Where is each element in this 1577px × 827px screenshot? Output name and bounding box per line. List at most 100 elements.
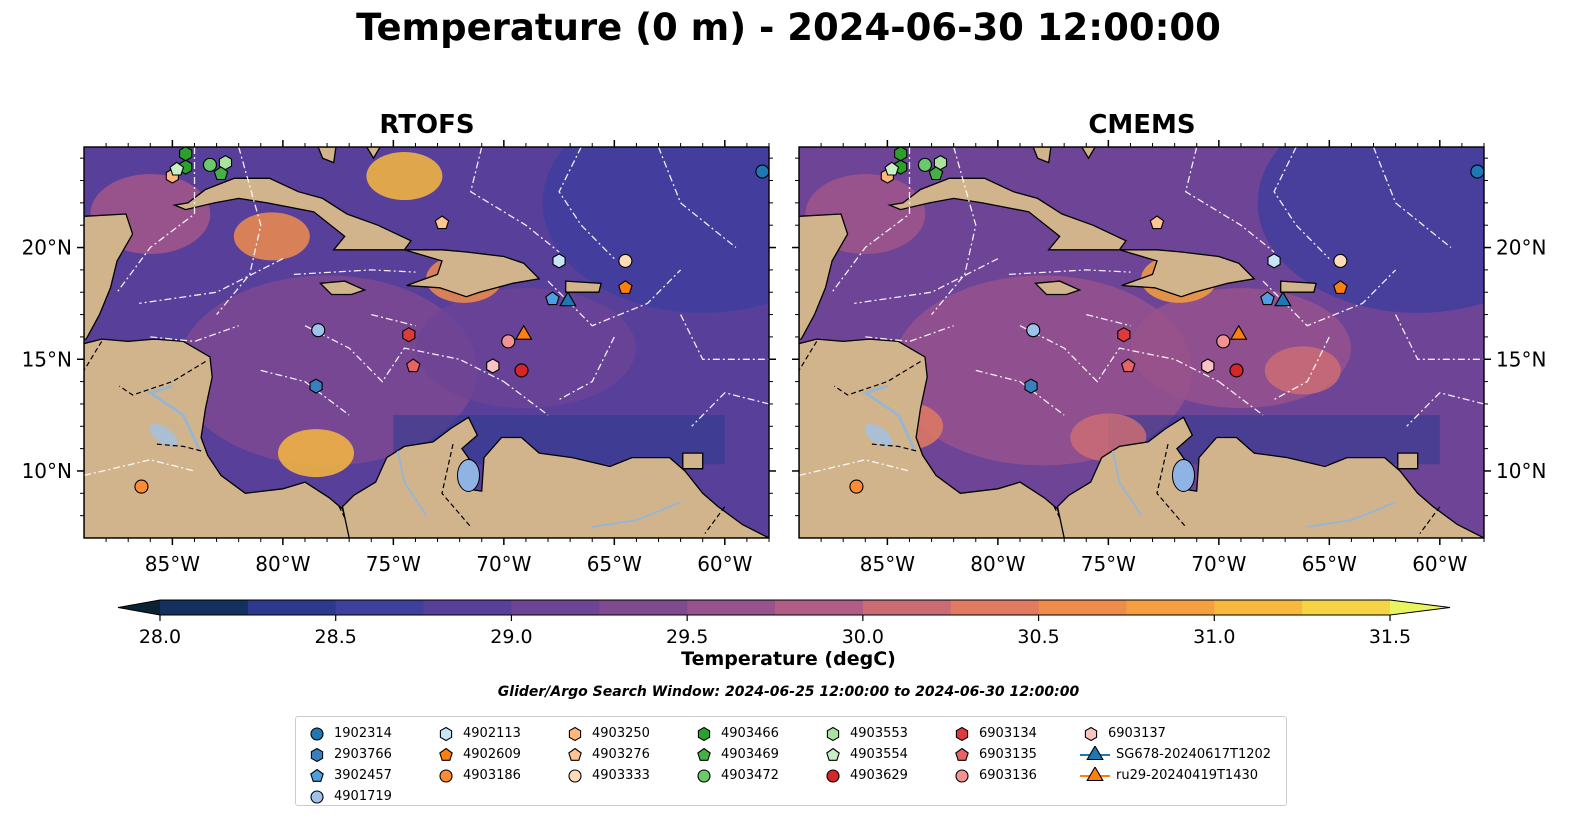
search-window-text: Glider/Argo Search Window: 2024-06-25 12… (497, 684, 1080, 700)
legend-item: 6903135 (951, 744, 1037, 765)
lon-tick-label: 70°W (1191, 552, 1246, 576)
float-4903466 (179, 147, 193, 162)
legend-item: 4903472 (693, 765, 779, 786)
colorbar-extend-max (1390, 600, 1450, 615)
colorbar: 28.0 28.5 29.0 29.5 30.0 30.5 31.0 31.5 (117, 599, 1451, 648)
land-bahamas2 (366, 147, 381, 160)
lon-tick-label: 80°W (970, 552, 1025, 576)
legend-item: 6903136 (951, 765, 1037, 786)
legend-item: 1902314 (306, 723, 392, 744)
glider-ru29-20240419T1430 (514, 324, 533, 340)
eez-boundary (1372, 147, 1452, 249)
lake-nicaragua (149, 423, 178, 447)
colorbar-segment (160, 600, 249, 615)
warm-spot (1264, 346, 1341, 395)
float-6903134 (402, 327, 416, 343)
legend-marker-hexagon-icon (826, 726, 840, 741)
legend-item: 4903276 (564, 744, 650, 765)
legend-column: 6903134 6903135 6903136 (951, 723, 1037, 786)
float-4901719 (311, 323, 326, 338)
float-1902314 (755, 164, 769, 179)
map-frame (798, 146, 1485, 539)
float-4903553 (933, 154, 948, 171)
legend-label: 4903472 (721, 768, 779, 783)
eez-boundary (1008, 269, 1131, 276)
eez-boundary (691, 392, 769, 427)
legend-label: 4903469 (721, 747, 779, 762)
lake-maracaibo (456, 458, 480, 492)
float-6903137 (1201, 358, 1215, 374)
legend-marker (955, 747, 969, 761)
float-4903276 (434, 215, 450, 230)
float-4901719 (1026, 323, 1041, 338)
colorbar-segment (335, 600, 425, 615)
legend-marker (310, 768, 324, 782)
legend-label: 3902457 (334, 768, 392, 783)
land-jamaica (1033, 280, 1082, 296)
lon-tick-label: 60°W (1412, 552, 1467, 576)
float-6903135 (1120, 358, 1136, 373)
float-6903136 (501, 334, 516, 349)
legend-item: 4903553 (822, 723, 908, 744)
legend-marker (1084, 726, 1098, 741)
legend-column: 4902113 4902609 4903186 (435, 723, 521, 786)
lon-tick-label: 85°W (860, 552, 915, 576)
colorbar-tick-label: 31.0 (1193, 626, 1235, 648)
land-puertoRico (565, 280, 602, 293)
float-6903135 (405, 358, 421, 373)
legend-column: 4903250 4903276 4903333 (564, 723, 650, 786)
legend-marker-hexagon-icon (439, 726, 453, 741)
float-3902457 (545, 291, 560, 306)
legend-marker (697, 726, 711, 741)
land-hispaniola (1119, 249, 1256, 298)
legend-label: 4903554 (850, 747, 908, 762)
legend-marker (439, 726, 453, 741)
float-4903554 (884, 161, 900, 176)
legend-marker-circle-icon (310, 789, 324, 804)
colorbar-tick-label: 28.0 (139, 626, 181, 648)
cmems-map-panel: 85°W 80°W 75°W 70°W 65°W 60°W 20°N 15°N 10°N (792, 140, 1546, 576)
eez-boundary (1395, 314, 1484, 360)
legend-marker-hexagon-icon (955, 726, 969, 741)
legend-marker (439, 768, 453, 783)
legend-marker-pentagon-icon (697, 747, 711, 761)
colorbar-tick-label: 29.5 (666, 626, 708, 648)
eez-boundary (1218, 381, 1264, 416)
legend-marker (826, 726, 840, 741)
float-4903186 (849, 479, 864, 494)
float-4903472 (917, 157, 933, 172)
eez-boundary (975, 369, 1065, 416)
lon-tick-label: 65°W (1302, 552, 1357, 576)
eez-boundary (150, 325, 239, 343)
float-4902113 (552, 253, 566, 269)
float-2903766 (1024, 378, 1038, 394)
map-frame (83, 146, 770, 539)
legend-marker (955, 768, 969, 783)
legend-item: 4903333 (564, 765, 650, 786)
legend-label: 6903135 (979, 747, 1037, 762)
land-yucatan (84, 213, 134, 340)
lon-tick-label: 85°W (145, 552, 200, 576)
colorbar-tick-label: 28.5 (315, 626, 357, 648)
float-4903554 (169, 161, 185, 176)
float-4903472 (202, 157, 218, 172)
eez-boundary (854, 258, 999, 305)
float-4903333 (618, 253, 633, 268)
land-trinidad (1397, 452, 1419, 470)
colorbar-segment (1038, 600, 1127, 615)
colorbar-tick-label: 31.5 (1369, 626, 1411, 648)
eez-boundary (1273, 336, 1330, 401)
legend-marker (439, 747, 453, 761)
legend-marker (1086, 745, 1104, 760)
land-southAmerica (1056, 416, 1484, 538)
eez-boundary (503, 381, 549, 416)
legend-marker-pentagon-icon (439, 747, 453, 761)
eez-boundary (469, 147, 560, 253)
legend-marker (310, 726, 324, 741)
legend-label: 6903134 (979, 726, 1037, 741)
float-4903469 (928, 166, 944, 181)
legend-label: 4903466 (721, 726, 779, 741)
legend-marker (568, 747, 582, 761)
float-4903333 (1333, 253, 1348, 268)
legend-item: 4903554 (822, 744, 908, 765)
